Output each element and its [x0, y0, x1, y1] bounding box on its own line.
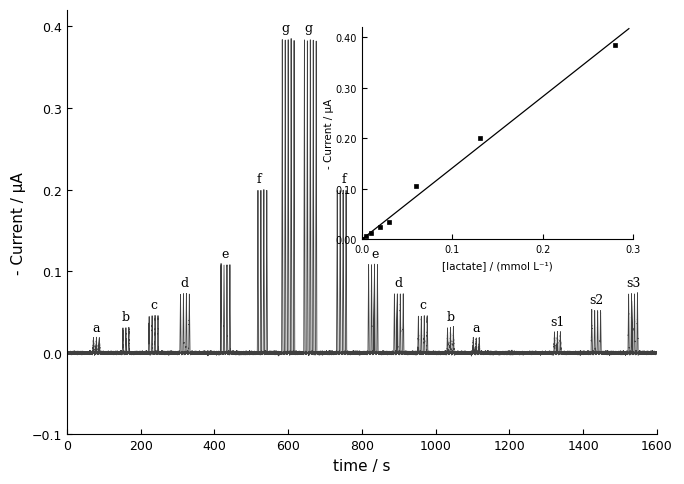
- Text: c: c: [419, 299, 426, 312]
- Text: e: e: [222, 247, 229, 260]
- Text: s3: s3: [626, 277, 640, 289]
- Text: c: c: [150, 299, 157, 312]
- Text: a: a: [473, 321, 480, 334]
- Text: g: g: [304, 22, 313, 35]
- Text: d: d: [395, 277, 403, 289]
- X-axis label: time / s: time / s: [333, 458, 391, 473]
- Text: b: b: [447, 311, 455, 324]
- Text: b: b: [122, 311, 130, 324]
- Text: a: a: [92, 321, 100, 334]
- Y-axis label: - Current / μA: - Current / μA: [11, 171, 26, 274]
- Text: f: f: [256, 172, 261, 185]
- Text: g: g: [282, 22, 290, 35]
- Text: f: f: [341, 172, 346, 185]
- Text: d: d: [181, 277, 189, 289]
- Text: e: e: [371, 247, 378, 260]
- Text: s1: s1: [550, 315, 564, 328]
- Text: s2: s2: [589, 293, 603, 306]
